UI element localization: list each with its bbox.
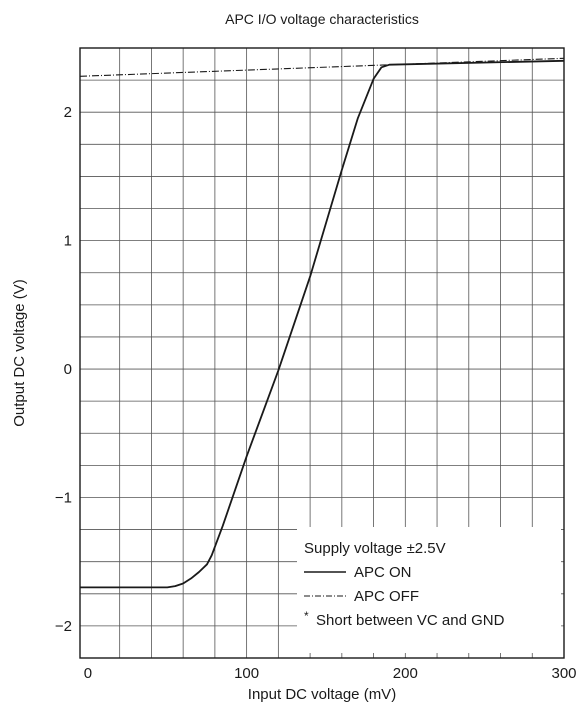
legend-box [297, 527, 561, 653]
legend-note: Short between VC and GND [316, 612, 505, 629]
y-tick-label: −2 [55, 618, 72, 635]
x-tick-label: 100 [234, 665, 259, 682]
plot-area [79, 57, 565, 589]
legend-label-apc-on: APC ON [354, 564, 412, 581]
legend-note-asterisk: * [304, 609, 309, 623]
series-line-apc-off [79, 57, 565, 77]
legend-label-apc-off: APC OFF [354, 588, 419, 605]
y-axis-label: Output DC voltage (V) [11, 279, 28, 427]
legend: Supply voltage ±2.5V APC ON APC OFF * Sh… [297, 527, 561, 653]
x-tick-label: 200 [393, 665, 418, 682]
y-tick-label: 2 [64, 104, 72, 121]
y-axis: −2 −1 0 1 2 [55, 104, 72, 635]
y-tick-label: −1 [55, 489, 72, 506]
plot-frame [79, 47, 565, 659]
y-tick-label: 0 [64, 361, 72, 378]
x-tick-label: 0 [84, 665, 92, 682]
x-axis: 0 100 200 300 [84, 665, 577, 682]
x-tick-label: 300 [551, 665, 576, 682]
chart-title: APC I/O voltage characteristics [225, 11, 419, 27]
y-tick-label: 1 [64, 233, 72, 250]
x-axis-label: Input DC voltage (mV) [248, 686, 396, 703]
series-line-apc-on [80, 59, 565, 589]
legend-title: Supply voltage ±2.5V [304, 540, 446, 557]
